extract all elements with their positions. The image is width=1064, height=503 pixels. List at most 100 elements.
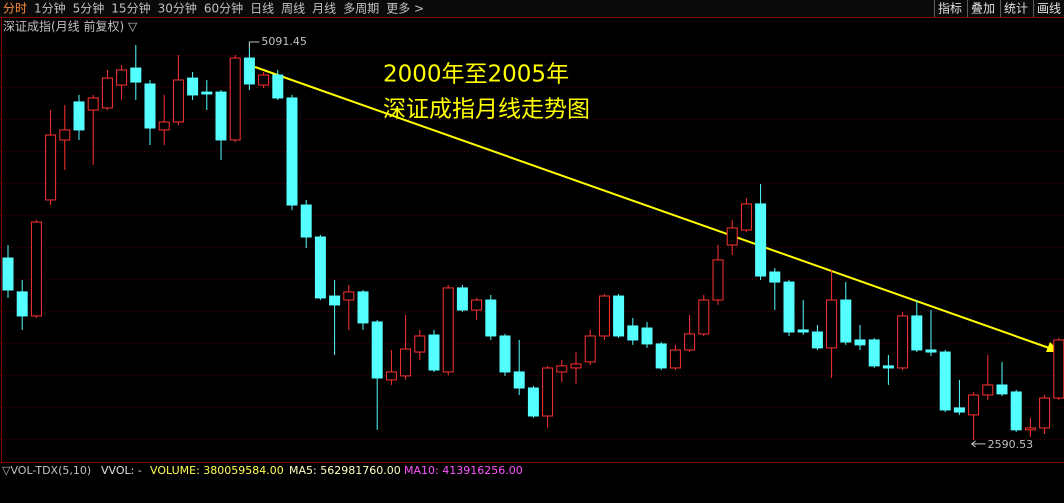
candle-body (158, 121, 170, 131)
candle-body (45, 134, 57, 201)
min-pointer (970, 440, 986, 448)
candle-body (116, 69, 128, 86)
candle-body (968, 394, 980, 416)
candle-body (243, 57, 255, 85)
candle-body (996, 384, 1008, 395)
candle-body (286, 97, 298, 206)
candle-body (258, 74, 270, 86)
candle-body (669, 349, 681, 369)
candle-body (485, 299, 497, 337)
candle-body (371, 321, 383, 379)
candle-body (144, 83, 156, 129)
candle-body (698, 299, 710, 335)
candle-body (1053, 339, 1064, 399)
toolbar-bg (0, 0, 1064, 17)
candle-body (272, 74, 284, 99)
candle-body (953, 407, 965, 413)
trend-line (254, 66, 1053, 350)
candle-body (499, 335, 511, 373)
candle-body (911, 315, 923, 351)
period-tab[interactable]: 5分钟 (73, 1, 105, 16)
candle-body (897, 315, 909, 369)
candle-body (442, 287, 454, 373)
candle-body (400, 348, 412, 377)
candle-body (726, 227, 738, 246)
candle-body (542, 367, 554, 417)
candle-body (527, 387, 539, 417)
candle-body (627, 325, 639, 341)
candle-body (655, 343, 667, 369)
period-tab[interactable]: 日线 (250, 2, 274, 16)
candle-body (414, 335, 426, 353)
candle-body (73, 101, 85, 131)
period-tab[interactable]: 分时 (3, 2, 27, 16)
candle-body (811, 331, 823, 349)
candle-body (684, 333, 696, 351)
candle-body (87, 97, 99, 111)
candle-body (329, 295, 341, 306)
candle-body (613, 295, 625, 337)
tool-button[interactable]: 叠加 (971, 2, 995, 16)
grid (0, 18, 1064, 462)
candle-body (570, 363, 582, 369)
period-tab[interactable]: 更多 > (386, 2, 424, 16)
candle-body (30, 221, 42, 317)
period-tab[interactable]: 月线 (312, 2, 336, 16)
indicator-item: VOLUME: 380059584.00 (150, 464, 284, 477)
candle-body (300, 204, 312, 238)
candle-body (598, 295, 610, 337)
min-label: 2590.53 (988, 438, 1034, 451)
candle-body (357, 291, 369, 324)
period-tab[interactable]: 60分钟 (204, 1, 243, 16)
candle-body (868, 339, 880, 367)
period-tab[interactable]: 15分钟 (111, 1, 150, 16)
candle-body (456, 287, 468, 311)
tool-button[interactable]: 统计 (1004, 2, 1028, 16)
candle-body (471, 299, 483, 311)
candle-body (854, 339, 866, 346)
candle-body (783, 281, 795, 333)
candle-body (826, 299, 838, 349)
candle-body (982, 384, 994, 396)
tool-button[interactable]: 指标 (938, 1, 962, 16)
candle-body (59, 129, 71, 141)
candle-body (314, 236, 326, 299)
candle-body (101, 77, 113, 109)
candle-body (130, 67, 142, 83)
candle-body (882, 365, 894, 369)
candle-body (797, 329, 809, 333)
candle-body (769, 271, 781, 283)
candle-body (201, 91, 213, 95)
annotation: 深证成指月线走势图 (383, 97, 590, 123)
indicator-item: VVOL: - (101, 464, 142, 477)
candle-body (513, 371, 525, 389)
candle-body (755, 203, 767, 277)
indicator-name[interactable]: ▽VOL-TDX(5,10) (2, 464, 91, 477)
candle-body (187, 77, 199, 96)
candle-body (1010, 391, 1022, 431)
candle-body (939, 351, 951, 411)
period-tab[interactable]: 多周期 (343, 2, 379, 16)
candle-body (385, 371, 397, 381)
period-tab[interactable]: 30分钟 (158, 1, 197, 16)
candle-body (215, 91, 227, 141)
period-tab[interactable]: 1分钟 (34, 1, 66, 16)
candle-body (1039, 397, 1051, 429)
candle-body (343, 291, 355, 301)
candle-body (16, 291, 28, 317)
period-tab[interactable]: 周线 (281, 2, 305, 16)
candle-body (428, 334, 440, 371)
tool-button[interactable]: 画线 (1037, 2, 1061, 16)
indicator-item: MA10: 413916256.00 (404, 464, 523, 477)
max-pointer (248, 41, 260, 49)
candle-body (1024, 427, 1036, 431)
annotation: 2000年至2005年 (383, 62, 569, 88)
candle-body (584, 335, 596, 363)
candle-body (840, 299, 852, 343)
candle-body (556, 365, 568, 373)
candle-body (712, 259, 724, 301)
candle-body (925, 349, 937, 353)
indicator-item: MA5: 562981760.00 (289, 464, 401, 477)
